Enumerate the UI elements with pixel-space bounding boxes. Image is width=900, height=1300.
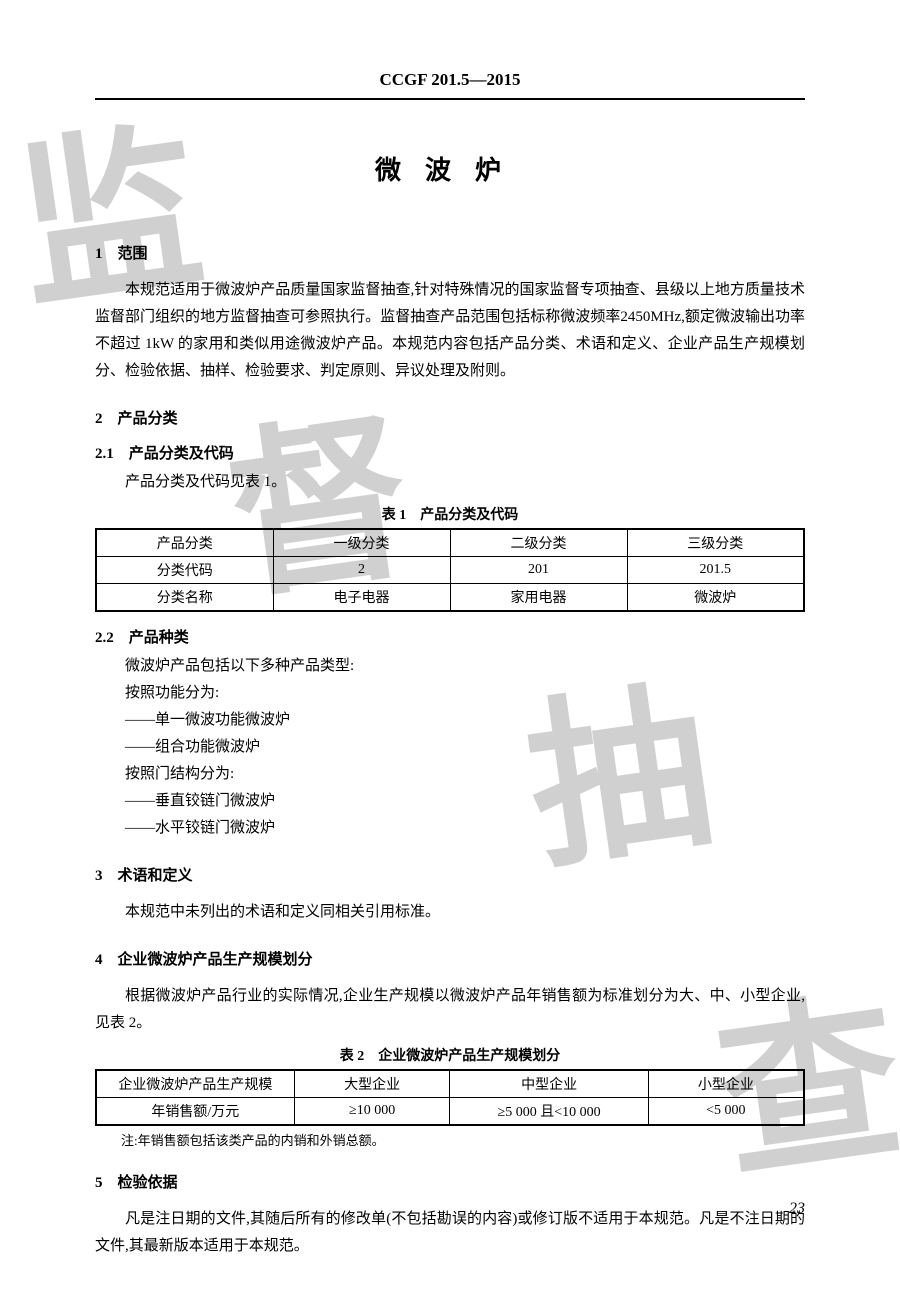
table-cell: 201 [450,557,627,584]
section-5-heading: 5 检验依据 [95,1171,805,1192]
section-3-heading: 3 术语和定义 [95,864,805,885]
table-cell: 年销售额/万元 [96,1098,294,1126]
table-cell: ≥5 000 且<10 000 [450,1098,648,1126]
standard-code: CCGF 201.5—2015 [95,70,805,100]
table-row: 分类名称 电子电器 家用电器 微波炉 [96,584,804,612]
table-cell: 电子电器 [273,584,450,612]
s22-by-func: 按照功能分为: [95,680,805,707]
section-5-paragraph: 凡是注日期的文件,其随后所有的修改单(不包括勘误的内容)或修订版不适用于本规范。… [95,1206,805,1260]
table-2-caption: 表 2 企业微波炉产品生产规模划分 [95,1045,805,1065]
section-2-1-heading: 2.1 产品分类及代码 [95,442,805,463]
s22-intro: 微波炉产品包括以下多种产品类型: [95,653,805,680]
table-cell: 一级分类 [273,529,450,557]
table-cell: <5 000 [648,1098,804,1126]
section-3-paragraph: 本规范中未列出的术语和定义同相关引用标准。 [95,899,805,926]
table-cell: 2 [273,557,450,584]
table-cell: ≥10 000 [294,1098,450,1126]
table-cell: 分类代码 [96,557,273,584]
table-cell: 小型企业 [648,1070,804,1098]
table-cell: 微波炉 [627,584,804,612]
table-row: 企业微波炉产品生产规模 大型企业 中型企业 小型企业 [96,1070,804,1098]
table-1: 产品分类 一级分类 二级分类 三级分类 分类代码 2 201 201.5 分类名… [95,528,805,612]
table-row: 分类代码 2 201 201.5 [96,557,804,584]
page-content: CCGF 201.5—2015 微波炉 1 范围 本规范适用于微波炉产品质量国家… [0,0,900,1300]
table-cell: 三级分类 [627,529,804,557]
document-title: 微波炉 [95,150,805,187]
table-2-note: 注:年销售额包括该类产品的内销和外销总额。 [95,1130,805,1149]
table-1-caption: 表 1 产品分类及代码 [95,504,805,524]
section-4-paragraph: 根据微波炉产品行业的实际情况,企业生产规模以微波炉产品年销售额为标准划分为大、中… [95,983,805,1037]
s22-func-1: ——单一微波功能微波炉 [95,707,805,734]
table-row: 年销售额/万元 ≥10 000 ≥5 000 且<10 000 <5 000 [96,1098,804,1126]
table-cell: 企业微波炉产品生产规模 [96,1070,294,1098]
section-2-2-heading: 2.2 产品种类 [95,626,805,647]
table-2: 企业微波炉产品生产规模 大型企业 中型企业 小型企业 年销售额/万元 ≥10 0… [95,1069,805,1126]
s22-by-door: 按照门结构分为: [95,761,805,788]
table-cell: 分类名称 [96,584,273,612]
table-cell: 大型企业 [294,1070,450,1098]
table-cell: 家用电器 [450,584,627,612]
table-row: 产品分类 一级分类 二级分类 三级分类 [96,529,804,557]
section-1-paragraph: 本规范适用于微波炉产品质量国家监督抽查,针对特殊情况的国家监督专项抽查、县级以上… [95,277,805,385]
table-cell: 产品分类 [96,529,273,557]
section-1-heading: 1 范围 [95,242,805,263]
table-cell: 201.5 [627,557,804,584]
section-2-1-text: 产品分类及代码见表 1。 [95,469,805,496]
section-4-heading: 4 企业微波炉产品生产规模划分 [95,948,805,969]
section-2-heading: 2 产品分类 [95,407,805,428]
s22-door-2: ——水平铰链门微波炉 [95,815,805,842]
table-cell: 中型企业 [450,1070,648,1098]
s22-func-2: ——组合功能微波炉 [95,734,805,761]
table-cell: 二级分类 [450,529,627,557]
s22-door-1: ——垂直铰链门微波炉 [95,788,805,815]
